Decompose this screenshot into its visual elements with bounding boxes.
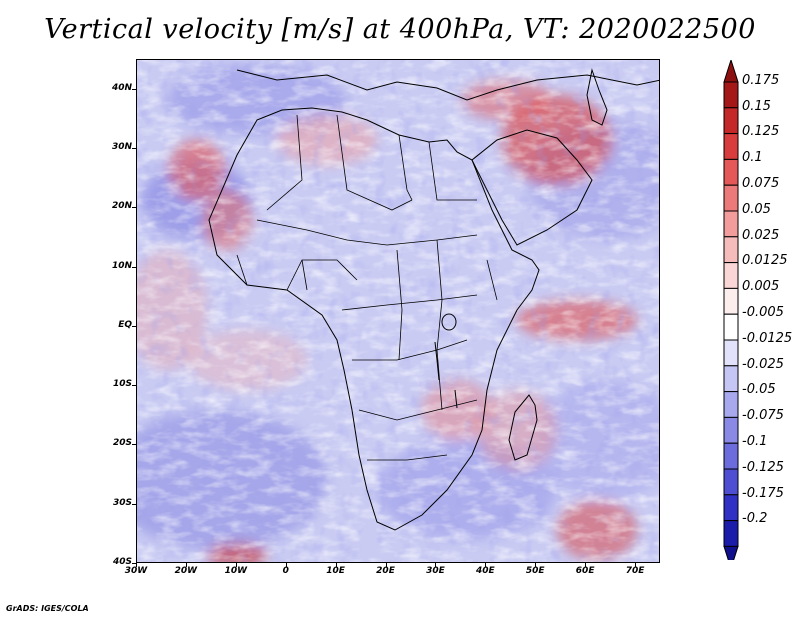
colorbar-level-label: 0.025 bbox=[742, 227, 780, 243]
lat-tick-label: 30N bbox=[111, 141, 132, 152]
lon-tick-mark bbox=[485, 563, 486, 567]
caspian-coastline bbox=[586, 68, 608, 126]
colorbar-level-label: 0.175 bbox=[742, 72, 780, 88]
colorbar-box bbox=[723, 287, 739, 315]
colorbar-bottom-arrow bbox=[723, 545, 739, 560]
lat-tick-label: 30S bbox=[112, 497, 132, 508]
lon-tick-label: 30E bbox=[426, 566, 445, 576]
lon-tick-label: 10W bbox=[224, 566, 248, 576]
lon-tick-mark bbox=[386, 563, 387, 567]
colorbar-box bbox=[723, 494, 739, 522]
lat-tick-label: 40S bbox=[112, 557, 132, 567]
lon-tick-label: 40E bbox=[475, 566, 495, 576]
lon-tick-mark bbox=[286, 563, 287, 567]
lon-tick-label: 50E bbox=[525, 566, 545, 576]
lat-tick-label: 40N bbox=[111, 82, 132, 93]
lat-tick-label: 10N bbox=[111, 260, 132, 271]
lat-tick-mark bbox=[132, 385, 136, 386]
lon-tick-mark bbox=[186, 563, 187, 567]
lon-tick-label: 30W bbox=[124, 566, 148, 576]
colorbar-level-label: -0.005 bbox=[742, 305, 784, 320]
colorbar-box bbox=[723, 365, 739, 393]
arabia-coastline bbox=[471, 129, 593, 246]
colorbar-level-label: -0.175 bbox=[742, 485, 784, 501]
colorbar-box bbox=[723, 520, 739, 547]
lat-tick-mark bbox=[132, 89, 136, 90]
lon-tick-mark bbox=[136, 563, 137, 567]
colorbar-box bbox=[723, 339, 739, 367]
colorbar-box bbox=[723, 236, 739, 264]
lon-tick-label: 10E bbox=[326, 566, 345, 576]
colorbar-level-label: -0.125 bbox=[742, 459, 784, 475]
colorbar-level-label: -0.025 bbox=[742, 356, 784, 372]
colorbar-level-label: 0.15 bbox=[742, 98, 771, 114]
colorbar-level-label: 0.125 bbox=[742, 124, 780, 140]
lat-tick-mark bbox=[132, 207, 136, 208]
colorbar-level-label: -0.075 bbox=[742, 408, 784, 424]
colorbar-level-label: 0.075 bbox=[742, 176, 780, 191]
lat-tick-label: 20S bbox=[112, 438, 132, 449]
lon-tick-mark bbox=[236, 563, 237, 567]
lon-tick-mark bbox=[435, 563, 436, 567]
field-map bbox=[137, 60, 659, 562]
colorbar-box bbox=[723, 133, 739, 160]
colorbar-level-label: 0.1 bbox=[742, 150, 763, 166]
lon-tick-label: 70E bbox=[625, 566, 645, 576]
lat-tick-mark bbox=[132, 504, 136, 505]
colorbar-box bbox=[723, 468, 739, 496]
europe-coastline bbox=[236, 69, 659, 101]
colorbar-box bbox=[723, 391, 739, 418]
lon-tick-mark bbox=[585, 563, 586, 567]
lon-tick-label: 20W bbox=[174, 566, 198, 576]
colorbar-box bbox=[723, 158, 739, 186]
lake-tanganyika bbox=[434, 341, 440, 381]
colorbar-top-arrow bbox=[723, 60, 739, 83]
lake-victoria bbox=[441, 313, 457, 331]
lat-tick-mark bbox=[132, 563, 136, 564]
colorbar-box bbox=[723, 107, 739, 135]
colorbar-box bbox=[723, 313, 739, 341]
colorbar-box bbox=[723, 262, 739, 289]
lon-tick-mark bbox=[635, 563, 636, 567]
map-plot-area bbox=[136, 59, 660, 563]
lat-tick-mark bbox=[132, 148, 136, 149]
map-title: Vertical velocity [m/s] at 400hPa, VT: 2… bbox=[44, 14, 756, 45]
colorbar-box bbox=[723, 184, 739, 212]
colorbar-box bbox=[723, 81, 739, 109]
lat-tick-label: 20N bbox=[111, 201, 132, 212]
lat-tick-label: EQ bbox=[118, 319, 132, 330]
colorbar-level-label: -0.0125 bbox=[742, 330, 793, 346]
colorbar-level-label: 0.005 bbox=[742, 279, 780, 295]
country-borders bbox=[236, 114, 498, 461]
lat-tick-mark bbox=[132, 326, 136, 327]
colorbar-level-label: 0.0125 bbox=[742, 253, 788, 269]
colorbar-level-label: -0.2 bbox=[742, 511, 768, 527]
colorbar-box bbox=[723, 442, 739, 470]
grads-credit: GrADS: IGES/COLA bbox=[6, 604, 89, 613]
lakes bbox=[434, 313, 458, 409]
lon-tick-mark bbox=[535, 563, 536, 567]
colorbar-level-label: 0.05 bbox=[742, 201, 771, 217]
lon-tick-label: 60E bbox=[575, 566, 595, 576]
colorbar-box bbox=[723, 210, 739, 238]
colorbar bbox=[723, 60, 739, 560]
lat-tick-label: 10S bbox=[112, 379, 132, 390]
lake-malawi bbox=[454, 389, 458, 409]
lat-tick-mark bbox=[132, 444, 136, 445]
lon-tick-mark bbox=[336, 563, 337, 567]
madagascar-coastline bbox=[508, 394, 538, 461]
lat-tick-mark bbox=[132, 267, 136, 268]
lon-tick-label: 0 bbox=[282, 566, 289, 576]
colorbar-box bbox=[723, 416, 739, 444]
lon-tick-label: 20E bbox=[376, 566, 395, 576]
colorbar-level-label: -0.1 bbox=[742, 434, 768, 449]
colorbar-level-label: -0.05 bbox=[742, 382, 776, 398]
